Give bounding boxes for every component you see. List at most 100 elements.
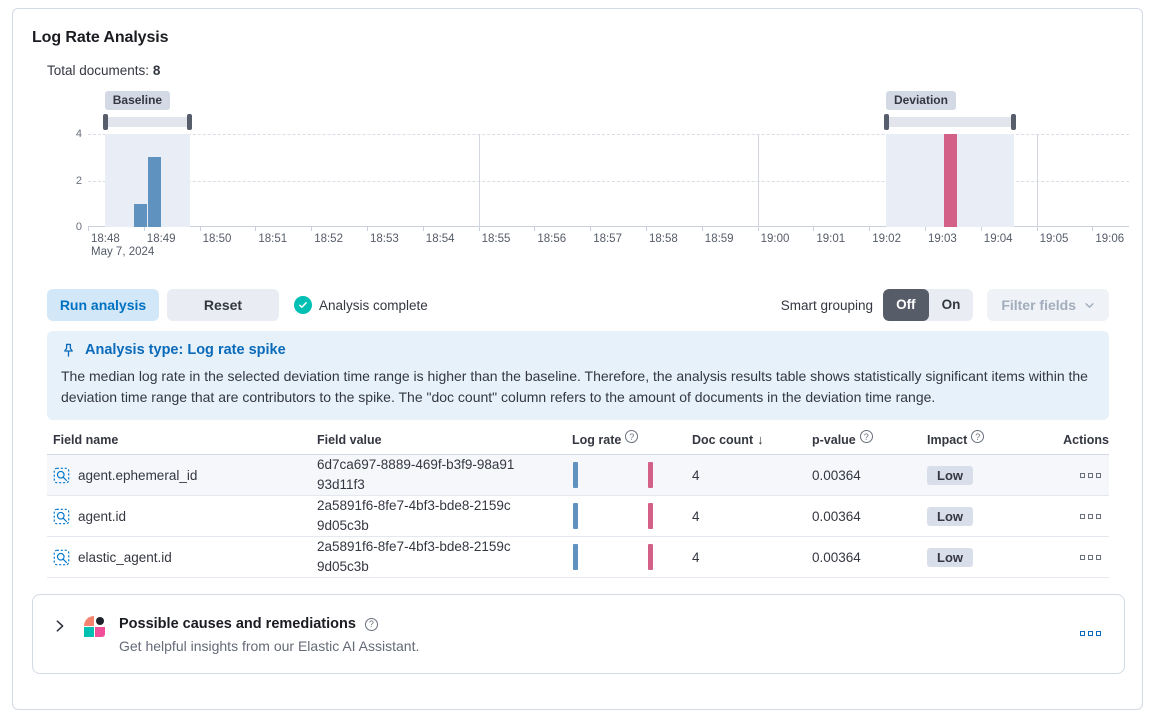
field-stats-icon[interactable]	[53, 467, 70, 484]
x-axis-label-18:55: 18:55	[481, 233, 511, 245]
x-axis-label-18:52: 18:52	[314, 233, 343, 245]
results-table-body: agent.ephemeral_id 6d7ca697-8889-469f-b3f…	[47, 455, 1109, 578]
x-axis-date-label: May 7, 2024	[91, 246, 155, 258]
x-tick-18:58	[646, 227, 647, 231]
smart-grouping-on-button[interactable]: On	[941, 297, 961, 312]
column-header-field_value[interactable]: Field value	[311, 432, 566, 447]
ai-assistant-panel: Possible causes and remediations ? Get h…	[32, 594, 1125, 674]
x-tick-19:06	[1092, 227, 1094, 231]
column-header-log_rate[interactable]: Log rate?	[566, 430, 686, 447]
x-tick-19:02	[869, 227, 871, 231]
baseline-brush[interactable]	[104, 117, 191, 127]
table-row: elastic_agent.id 2a5891f6-8fe7-4bf3-bde8-…	[47, 537, 1109, 578]
x-tick-19:01	[813, 227, 815, 231]
deviation-brush[interactable]	[885, 117, 1015, 127]
filter-fields-button[interactable]: Filter fields	[987, 289, 1109, 321]
x-tick-19:00	[757, 227, 759, 231]
x-axis-label-18:49: 18:49	[146, 233, 176, 245]
total-documents-label: Total documents:	[47, 63, 150, 78]
gridline-y-4	[88, 134, 1129, 135]
chart-plot-area: 4 2 0	[76, 128, 1129, 233]
x-tick-18:54	[422, 227, 424, 231]
field-value-text: 6d7ca697-8889-469f-b3f9-98a9193d11f3	[317, 457, 515, 492]
pin-icon	[64, 343, 73, 357]
row-actions-icon[interactable]	[1080, 513, 1101, 519]
column-header-impact[interactable]: Impact?	[921, 430, 1041, 447]
field-value-cell: 2a5891f6-8fe7-4bf3-bde8-2159c9d05c3b	[311, 537, 566, 576]
sort-desc-icon[interactable]: ↓	[757, 432, 764, 447]
smart-grouping-off-button[interactable]: Off	[883, 289, 929, 321]
field-name-value: agent.id	[78, 508, 127, 524]
impact-badge: Low	[927, 465, 973, 485]
column-label-field_name: Field name	[53, 432, 119, 447]
baseline-bar-0	[133, 203, 147, 227]
column-label-actions: Actions	[1063, 432, 1109, 447]
deviation-brush-left-handle[interactable]	[883, 114, 889, 130]
log-rate-minichart	[572, 503, 654, 529]
x-tick-18:53	[367, 227, 368, 231]
ai-assistant-subtitle: Get helpful insights from our Elastic AI…	[119, 638, 420, 654]
row-actions-icon[interactable]	[1080, 554, 1101, 560]
analysis-toolbar: Run analysis Reset Analysis complete Sma…	[47, 289, 1109, 321]
column-label-doc_count: Doc count	[692, 432, 754, 447]
x-axis-label-18:48: 18:48	[91, 233, 120, 245]
field-name-cell: elastic_agent.id	[47, 549, 311, 566]
log-rate-minichart	[572, 462, 654, 488]
log-rate-analysis-panel: Log Rate Analysis Total documents: 8 Bas…	[12, 8, 1143, 710]
column-label-impact: Impact	[927, 432, 968, 447]
y-axis-label-2: 2	[75, 174, 82, 187]
baseline-brush-left-handle[interactable]	[102, 114, 108, 130]
x-axis-label-18:57: 18:57	[593, 233, 622, 245]
x-tick-18:57	[590, 227, 592, 231]
x-axis-label-19:01: 19:01	[816, 233, 846, 245]
reset-button[interactable]: Reset	[167, 289, 279, 321]
x-axis-label-18:54: 18:54	[425, 233, 455, 245]
row-actions-icon[interactable]	[1080, 472, 1101, 478]
doc-count-cell: 4	[692, 508, 700, 524]
x-tick-18:52	[311, 227, 313, 231]
callout-title-row: Analysis type: Log rate spike	[61, 342, 1095, 358]
deviation-brush-right-handle[interactable]	[1011, 114, 1017, 130]
x-axis-label-18:56: 18:56	[537, 233, 567, 245]
column-header-p_value[interactable]: p-value?	[806, 430, 921, 447]
x-axis-line	[88, 226, 1129, 227]
run-analysis-button[interactable]: Run analysis	[47, 289, 159, 321]
results-table-header: Field name Field value Log rate? Doc count ↓…	[47, 430, 1109, 455]
y-axis-label-4: 4	[75, 128, 82, 140]
x-axis-label-18:53: 18:53	[370, 233, 399, 245]
minichart-baseline-bar	[573, 503, 578, 529]
log_rate-info-icon[interactable]: ?	[625, 430, 639, 443]
column-header-field_name[interactable]: Field name	[47, 432, 311, 447]
actions-cell	[1041, 513, 1109, 519]
deviation-window-badge: Deviation	[885, 91, 956, 110]
column-header-doc_count[interactable]: Doc count ↓	[686, 432, 806, 447]
x-tick-18:59	[701, 227, 703, 231]
column-header-actions[interactable]: Actions	[1041, 432, 1109, 447]
field-name-value: elastic_agent.id	[78, 549, 172, 565]
x-tick-19:03	[925, 227, 926, 231]
p-value-cell: 0.00364	[812, 508, 861, 524]
x-axis-label-19:02: 19:02	[872, 233, 901, 245]
panel-actions-icon[interactable]	[1080, 631, 1101, 636]
log-rate-cell	[566, 503, 686, 529]
minichart-deviation-bar	[648, 503, 653, 529]
log-rate-minichart	[572, 544, 654, 570]
baseline-brush-right-handle[interactable]	[187, 114, 193, 130]
p_value-info-icon[interactable]: ?	[859, 430, 873, 443]
help-icon[interactable]: ?	[364, 617, 378, 631]
analysis-type-callout: Analysis type: Log rate spike The median…	[47, 331, 1109, 420]
x-axis-label-19:06: 19:06	[1095, 233, 1125, 245]
elastic-ai-assistant-icon	[84, 616, 105, 637]
field-stats-icon[interactable]	[53, 508, 70, 525]
analysis-status: Analysis complete	[294, 296, 428, 314]
callout-title: Analysis type: Log rate spike	[85, 342, 286, 358]
impact-info-icon[interactable]: ?	[971, 430, 985, 443]
x-tick-18:55	[478, 227, 480, 231]
minichart-deviation-bar	[648, 462, 653, 488]
field-stats-icon[interactable]	[53, 549, 70, 566]
x-axis-label-19:00: 19:00	[760, 233, 790, 245]
doc-count-cell: 4	[692, 467, 700, 483]
chevron-down-icon	[1085, 302, 1094, 308]
x-tick-18:49	[143, 227, 145, 231]
expand-chevron-icon[interactable]	[53, 619, 67, 633]
